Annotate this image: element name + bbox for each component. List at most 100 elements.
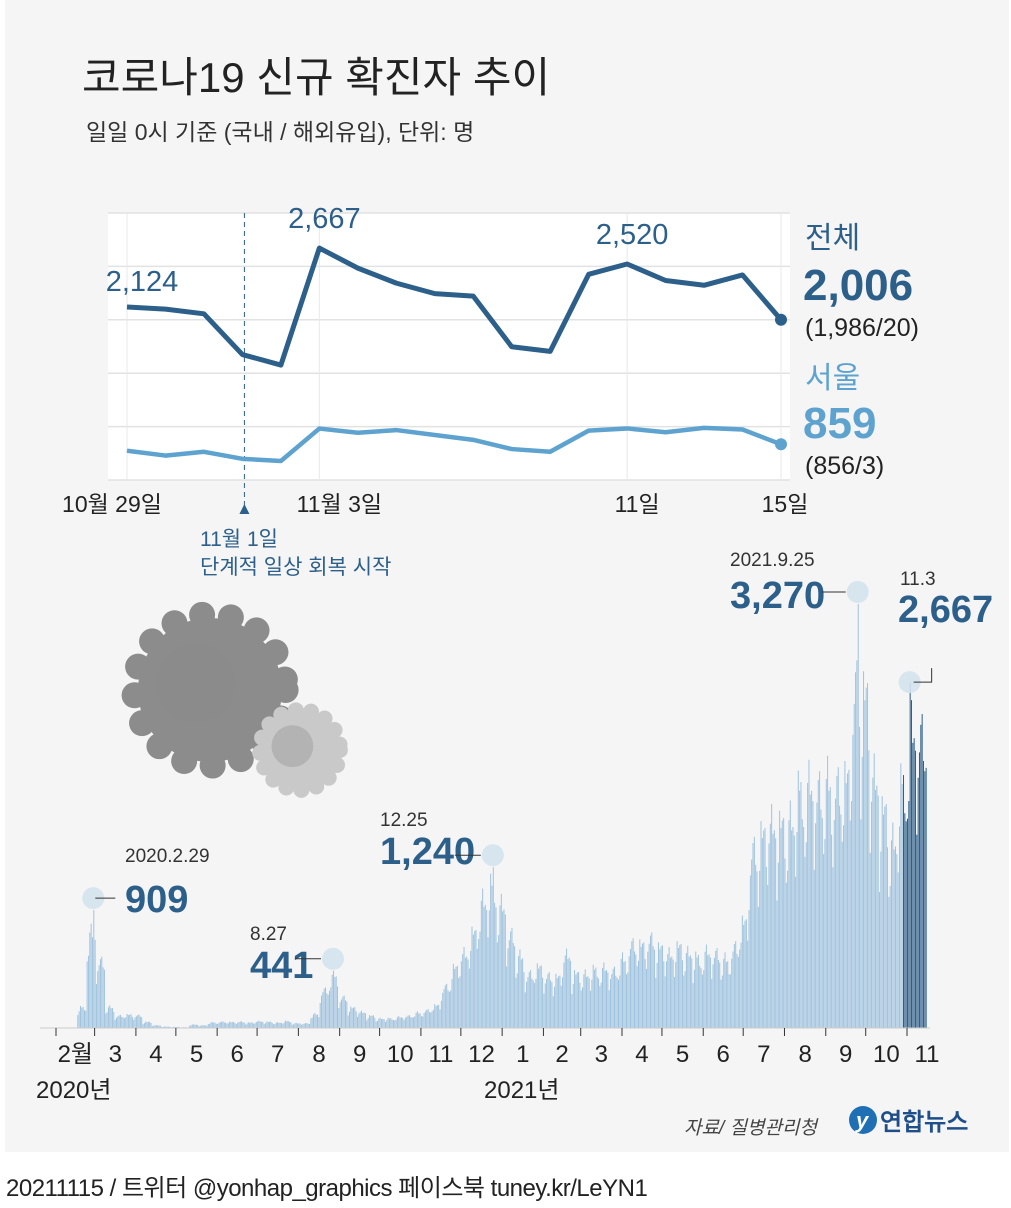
daily-bar: [277, 1022, 279, 1028]
daily-bar: [430, 1012, 432, 1028]
daily-bar: [616, 977, 618, 1028]
daily-bar: [751, 859, 753, 1028]
daily-bar: [455, 966, 457, 1028]
daily-bar: [403, 1020, 405, 1028]
daily-bar: [727, 961, 729, 1028]
daily-bar: [905, 821, 907, 1028]
daily-bar: [484, 904, 486, 1028]
daily-bar: [282, 1023, 284, 1028]
daily-bar: [864, 700, 866, 1028]
daily-bar: [254, 1023, 256, 1028]
daily-bar: [584, 969, 586, 1028]
daily-bar: [880, 851, 882, 1028]
peak-marker: [322, 947, 345, 970]
daily-bar: [335, 976, 337, 1028]
daily-bar: [359, 1012, 361, 1028]
daily-bar: [145, 1021, 147, 1028]
data-label-oct29: 2,124: [106, 266, 179, 298]
daily-bar: [631, 941, 633, 1028]
month-label: 7: [271, 1041, 284, 1068]
daily-bar: [318, 1017, 320, 1028]
daily-bar: [619, 975, 621, 1028]
daily-bar: [463, 947, 465, 1028]
daily-bar: [150, 1023, 152, 1028]
daily-bar: [823, 854, 825, 1028]
daily-bar: [155, 1025, 157, 1028]
daily-bar: [817, 779, 819, 1028]
daily-bar: [699, 965, 701, 1028]
daily-bar: [360, 1010, 362, 1028]
daily-bar: [546, 978, 548, 1028]
daily-bar: [861, 756, 863, 1028]
daily-bar: [311, 1017, 313, 1028]
daily-bar: [262, 1021, 264, 1028]
daily-bar: [266, 1021, 268, 1028]
daily-bar: [887, 847, 889, 1028]
event-date: 11월 1일: [200, 528, 278, 551]
daily-bar: [608, 990, 610, 1028]
daily-bar: [656, 962, 658, 1028]
legend-seoul: 서울: [805, 362, 860, 395]
daily-bar: [607, 972, 609, 1028]
daily-bar: [197, 1024, 199, 1028]
daily-bar: [486, 910, 488, 1028]
daily-bar: [697, 954, 699, 1028]
daily-bar: [287, 1020, 289, 1028]
daily-bar: [372, 1015, 374, 1028]
daily-bar: [263, 1024, 265, 1028]
daily-bar: [592, 964, 594, 1028]
daily-bar: [580, 990, 582, 1028]
daily-bar: [512, 943, 514, 1028]
daily-bar: [472, 934, 474, 1028]
daily-bar: [528, 971, 530, 1028]
daily-bar: [334, 977, 336, 1028]
daily-bar: [460, 961, 462, 1028]
daily-bar: [356, 1016, 358, 1028]
daily-bar: [736, 953, 738, 1028]
daily-bar: [594, 969, 596, 1028]
daily-bar: [406, 1016, 408, 1028]
month-label: 8: [798, 1041, 811, 1068]
daily-bar: [771, 803, 773, 1028]
daily-bar: [652, 946, 654, 1028]
daily-bar: [396, 1017, 398, 1028]
daily-bar: [836, 775, 838, 1028]
daily-bar: [118, 1015, 120, 1028]
daily-bar: [243, 1022, 245, 1028]
daily-bar: [399, 1017, 401, 1028]
daily-bar: [410, 1017, 412, 1028]
peak-date-label: 8.27: [250, 924, 287, 945]
daily-bar: [166, 1026, 168, 1028]
daily-bar: [499, 905, 501, 1028]
month-label: 3: [595, 1041, 608, 1068]
daily-bar: [237, 1022, 239, 1028]
daily-bar: [458, 978, 460, 1028]
line-plot-area: [108, 213, 790, 480]
daily-bar: [87, 955, 89, 1028]
month-label: 6: [717, 1041, 730, 1068]
month-label: 6: [230, 1041, 243, 1068]
daily-bar: [516, 973, 518, 1028]
daily-bar: [659, 949, 661, 1028]
daily-bar: [177, 1026, 179, 1028]
daily-bar: [384, 1021, 386, 1028]
daily-bar: [454, 969, 456, 1028]
daily-bar: [600, 982, 602, 1028]
daily-bar: [829, 787, 831, 1028]
daily-bar: [271, 1022, 273, 1028]
daily-bar: [77, 1015, 79, 1028]
daily-bar: [285, 1020, 287, 1028]
daily-bar: [839, 805, 841, 1028]
daily-bar: [374, 1017, 376, 1028]
daily-bar: [803, 827, 805, 1028]
month-label: 8: [312, 1041, 325, 1068]
daily-bar: [482, 888, 484, 1028]
year-label-2021: 2021년: [484, 1077, 559, 1104]
daily-bar: [338, 1008, 340, 1028]
daily-bar: [576, 972, 578, 1028]
daily-bar: [904, 813, 906, 1028]
daily-bar: [535, 978, 537, 1028]
daily-bar: [479, 931, 481, 1028]
daily-bar: [920, 724, 922, 1028]
daily-bar: [672, 959, 674, 1028]
